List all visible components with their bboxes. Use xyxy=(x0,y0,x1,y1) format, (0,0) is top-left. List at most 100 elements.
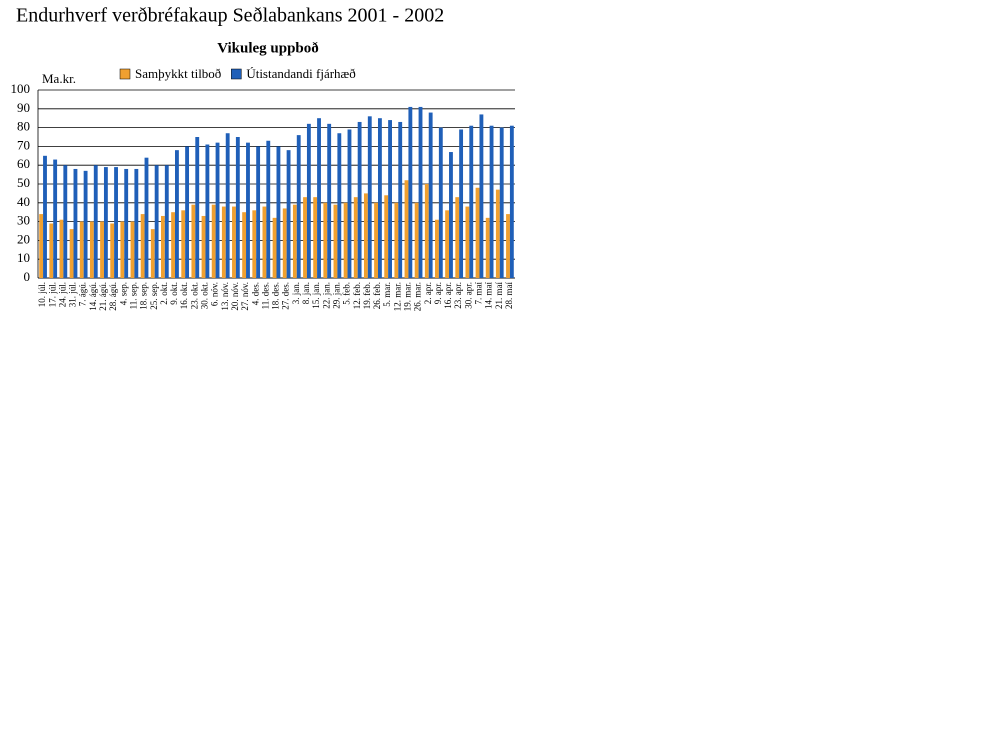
bar xyxy=(388,120,392,278)
bar xyxy=(276,146,281,278)
x-tick-label: 18. des. xyxy=(271,282,281,310)
bar xyxy=(154,165,159,278)
bar xyxy=(272,217,277,278)
bar xyxy=(449,152,453,278)
bar xyxy=(296,135,301,278)
bar xyxy=(100,221,104,278)
bar xyxy=(363,193,368,278)
x-tick-label: 23. okt. xyxy=(189,282,199,309)
y-tick-label: 90 xyxy=(17,100,30,115)
y-tick-label: 30 xyxy=(17,213,30,228)
bar xyxy=(235,137,240,278)
bar xyxy=(333,204,338,278)
bar xyxy=(103,167,108,278)
bar xyxy=(398,121,403,279)
y-tick-label: 80 xyxy=(17,119,30,134)
bar xyxy=(489,125,494,278)
bar xyxy=(89,221,94,278)
x-tick-label: 4. des. xyxy=(250,282,260,305)
bar xyxy=(394,202,399,278)
legend-label: Samþykkt tilboð xyxy=(135,66,221,81)
y-tick-label: 50 xyxy=(17,175,30,190)
x-tick-label: 19. feb. xyxy=(362,282,372,309)
x-tick-label: 27. des. xyxy=(281,282,291,310)
x-tick-label: 13. nóv. xyxy=(220,282,230,311)
y-tick-label: 60 xyxy=(17,156,30,171)
chart-title: Endurhverf verðbréfakaup Seðlabankans 20… xyxy=(16,5,444,27)
bar xyxy=(475,187,480,278)
bar xyxy=(424,184,429,278)
bar xyxy=(225,133,230,278)
x-tick-label: 28. maí xyxy=(504,282,514,309)
x-tick-label: 12. feb. xyxy=(352,282,362,309)
x-tick-label: 18. sep. xyxy=(139,282,149,310)
bar xyxy=(144,157,149,278)
bar xyxy=(347,129,352,278)
x-tick-label: 11. sep. xyxy=(128,282,138,309)
bar xyxy=(292,204,297,278)
bar xyxy=(130,221,135,278)
x-tick-label: 10. júl. xyxy=(37,282,47,307)
bar xyxy=(469,125,474,278)
y-tick-label: 40 xyxy=(17,194,30,209)
bar xyxy=(286,150,291,278)
bar xyxy=(185,146,190,278)
bar xyxy=(43,155,47,278)
bar xyxy=(124,168,129,278)
x-tick-label: 9. okt. xyxy=(169,282,179,305)
bar xyxy=(303,197,307,278)
x-tick-label: 21. maí xyxy=(494,282,504,309)
bar xyxy=(114,167,118,278)
bar xyxy=(459,129,464,278)
bar xyxy=(495,189,500,278)
bar xyxy=(445,210,450,278)
x-tick-label: 17. júl. xyxy=(47,282,57,307)
bar xyxy=(506,214,510,278)
bar xyxy=(161,215,165,278)
bar xyxy=(404,180,409,278)
x-tick-label: 7. maí xyxy=(474,282,484,305)
bar xyxy=(53,159,58,278)
x-tick-label: 16. apr. xyxy=(443,282,453,309)
x-tick-label: 26. mar. xyxy=(413,282,423,311)
x-tick-label: 19. mar. xyxy=(402,282,412,311)
x-tick-label: 30. okt. xyxy=(200,282,210,309)
bar xyxy=(59,219,64,278)
bar xyxy=(479,114,484,278)
bar xyxy=(418,106,423,278)
x-tick-label: 26. feb. xyxy=(372,282,382,309)
bar xyxy=(39,214,44,278)
bar xyxy=(327,123,332,278)
bar xyxy=(428,112,433,278)
x-tick-label: 27. nóv. xyxy=(240,282,250,311)
x-tick-label: 6. nóv. xyxy=(210,282,220,306)
bar xyxy=(455,197,460,278)
bar xyxy=(384,195,389,278)
x-tick-label: 5. feb. xyxy=(342,282,352,305)
bar xyxy=(164,165,169,278)
x-tick-label: 20. nóv. xyxy=(230,282,240,311)
bar xyxy=(252,210,257,278)
bar xyxy=(317,118,321,278)
x-tick-label: 31. júl. xyxy=(68,282,78,307)
x-tick-label: 2. apr. xyxy=(423,282,433,304)
bar xyxy=(367,116,372,278)
legend-swatch xyxy=(119,68,131,80)
bar xyxy=(435,219,439,278)
bar xyxy=(134,168,139,278)
bar xyxy=(408,106,413,278)
legend-label: Útistandandi fjárhæð xyxy=(246,66,355,81)
x-tick-label: 29. jan. xyxy=(331,282,341,309)
bar xyxy=(465,206,470,278)
bar xyxy=(201,215,206,278)
x-tick-label: 4. sep. xyxy=(118,282,128,305)
bar xyxy=(374,202,378,278)
y-tick-label: 20 xyxy=(17,231,30,246)
bar xyxy=(242,212,247,278)
bar xyxy=(140,214,145,278)
x-tick-label: 28. ágú. xyxy=(108,282,118,311)
bar xyxy=(438,127,443,278)
x-tick-label: 21. ágú. xyxy=(98,282,108,311)
x-tick-label: 3. jan. xyxy=(291,282,301,304)
y-axis-label: Ma.kr. xyxy=(42,71,76,86)
